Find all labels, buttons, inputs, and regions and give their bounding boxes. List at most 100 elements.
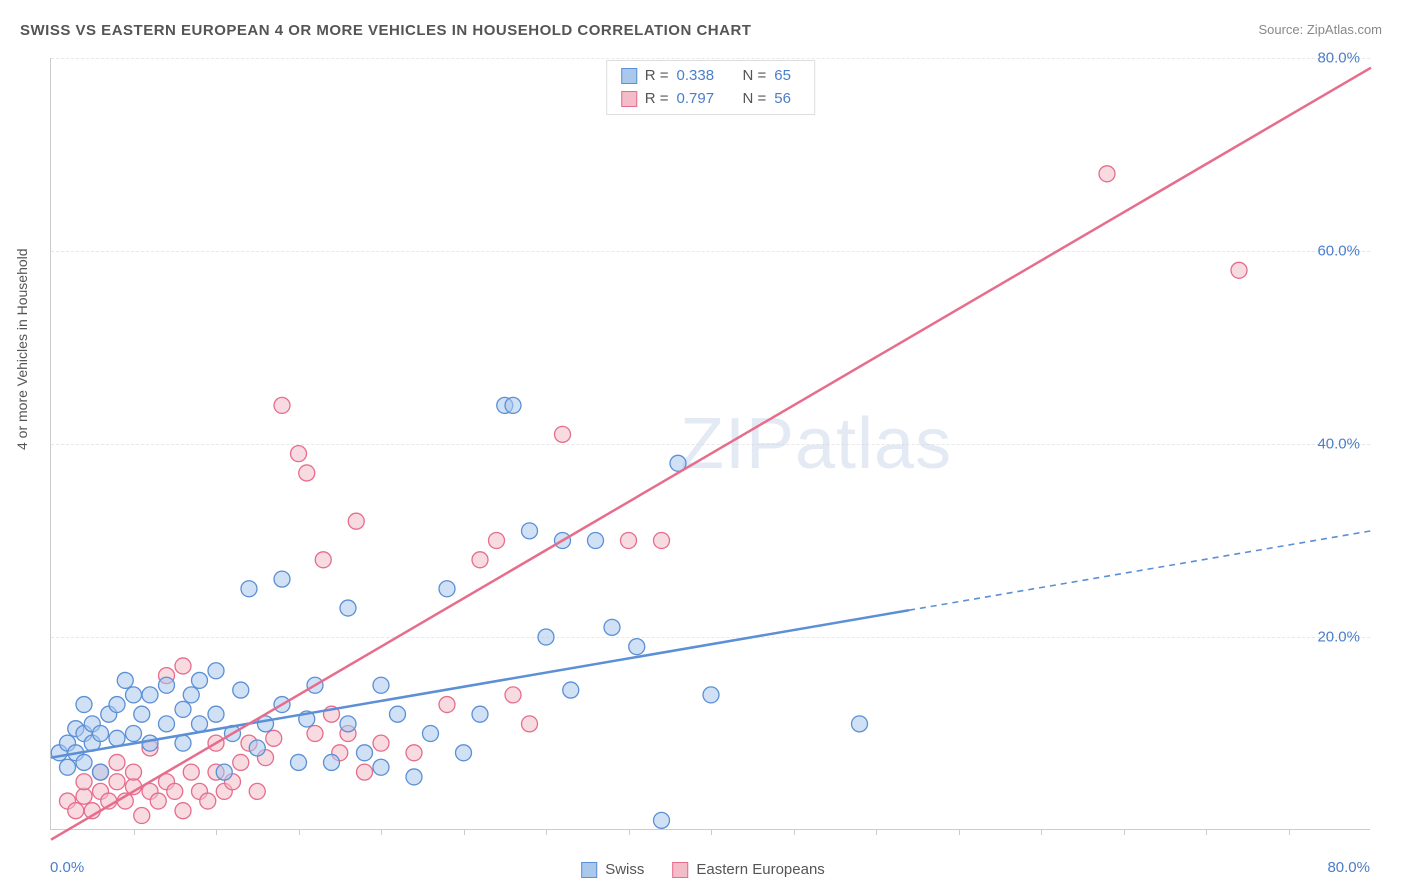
data-point <box>703 687 719 703</box>
data-point <box>175 803 191 819</box>
data-point <box>216 764 232 780</box>
data-point <box>76 754 92 770</box>
x-minor-tick <box>546 829 547 835</box>
data-point <box>159 716 175 732</box>
x-minor-tick <box>464 829 465 835</box>
data-point <box>390 706 406 722</box>
data-point <box>60 759 76 775</box>
n-value-swiss: 65 <box>774 65 800 88</box>
data-point <box>307 726 323 742</box>
x-minor-tick <box>629 829 630 835</box>
source-attribution: Source: ZipAtlas.com <box>1258 22 1382 37</box>
data-point <box>175 701 191 717</box>
x-minor-tick <box>794 829 795 835</box>
data-point <box>357 764 373 780</box>
data-point <box>109 754 125 770</box>
data-point <box>208 706 224 722</box>
data-point <box>126 726 142 742</box>
legend-label-swiss: Swiss <box>605 861 644 878</box>
chart-plot-area: ZIPatlas R = 0.338 N = 65 R = 0.797 N = … <box>50 58 1370 830</box>
data-point <box>291 446 307 462</box>
data-point <box>76 788 92 804</box>
r-value-swiss: 0.338 <box>677 65 725 88</box>
data-point <box>167 783 183 799</box>
data-point <box>439 697 455 713</box>
data-point <box>266 730 282 746</box>
data-point <box>373 759 389 775</box>
legend-item-swiss: Swiss <box>581 861 644 878</box>
data-point <box>1099 166 1115 182</box>
legend-swatch-swiss <box>621 68 637 84</box>
data-point <box>563 682 579 698</box>
data-point <box>357 745 373 761</box>
data-point <box>373 677 389 693</box>
data-point <box>406 769 422 785</box>
data-point <box>76 697 92 713</box>
trend-line-solid <box>51 610 909 757</box>
data-point <box>274 397 290 413</box>
x-tick-min: 0.0% <box>50 859 84 876</box>
data-point <box>249 740 265 756</box>
data-point <box>183 764 199 780</box>
data-point <box>299 465 315 481</box>
data-point <box>439 581 455 597</box>
legend-item-eastern: Eastern Europeans <box>672 861 824 878</box>
data-point <box>233 754 249 770</box>
data-point <box>192 672 208 688</box>
data-point <box>1231 262 1247 278</box>
data-point <box>423 726 439 742</box>
data-point <box>142 687 158 703</box>
data-point <box>175 658 191 674</box>
x-minor-tick <box>959 829 960 835</box>
data-point <box>192 716 208 732</box>
data-point <box>93 726 109 742</box>
data-point <box>175 735 191 751</box>
legend-swatch-eastern <box>621 91 637 107</box>
data-point <box>142 735 158 751</box>
series-legend: Swiss Eastern Europeans <box>581 861 825 878</box>
legend-bottom-swatch-eastern <box>672 862 688 878</box>
x-minor-tick <box>876 829 877 835</box>
data-point <box>456 745 472 761</box>
data-point <box>134 706 150 722</box>
legend-row-eastern: R = 0.797 N = 56 <box>621 88 801 111</box>
x-minor-tick <box>134 829 135 835</box>
data-point <box>126 764 142 780</box>
correlation-legend: R = 0.338 N = 65 R = 0.797 N = 56 <box>606 60 816 115</box>
data-point <box>621 533 637 549</box>
x-minor-tick <box>1041 829 1042 835</box>
data-point <box>159 677 175 693</box>
n-value-eastern: 56 <box>774 88 800 111</box>
data-point <box>654 812 670 828</box>
x-minor-tick <box>381 829 382 835</box>
data-point <box>629 639 645 655</box>
legend-label-eastern: Eastern Europeans <box>696 861 824 878</box>
r-value-eastern: 0.797 <box>677 88 725 111</box>
x-minor-tick <box>299 829 300 835</box>
data-point <box>489 533 505 549</box>
data-point <box>241 581 257 597</box>
data-point <box>522 716 538 732</box>
x-minor-tick <box>711 829 712 835</box>
data-point <box>588 533 604 549</box>
data-point <box>233 682 249 698</box>
data-point <box>505 397 521 413</box>
data-point <box>93 764 109 780</box>
data-point <box>109 697 125 713</box>
data-point <box>538 629 554 645</box>
data-point <box>604 619 620 635</box>
data-point <box>126 687 142 703</box>
data-point <box>373 735 389 751</box>
x-tick-max: 80.0% <box>1327 859 1370 876</box>
data-point <box>117 672 133 688</box>
data-point <box>134 808 150 824</box>
chart-title: SWISS VS EASTERN EUROPEAN 4 OR MORE VEHI… <box>20 22 751 39</box>
data-point <box>76 774 92 790</box>
x-minor-tick <box>1124 829 1125 835</box>
data-point <box>200 793 216 809</box>
data-point <box>852 716 868 732</box>
data-point <box>472 706 488 722</box>
data-point <box>522 523 538 539</box>
data-point <box>324 754 340 770</box>
data-point <box>150 793 166 809</box>
